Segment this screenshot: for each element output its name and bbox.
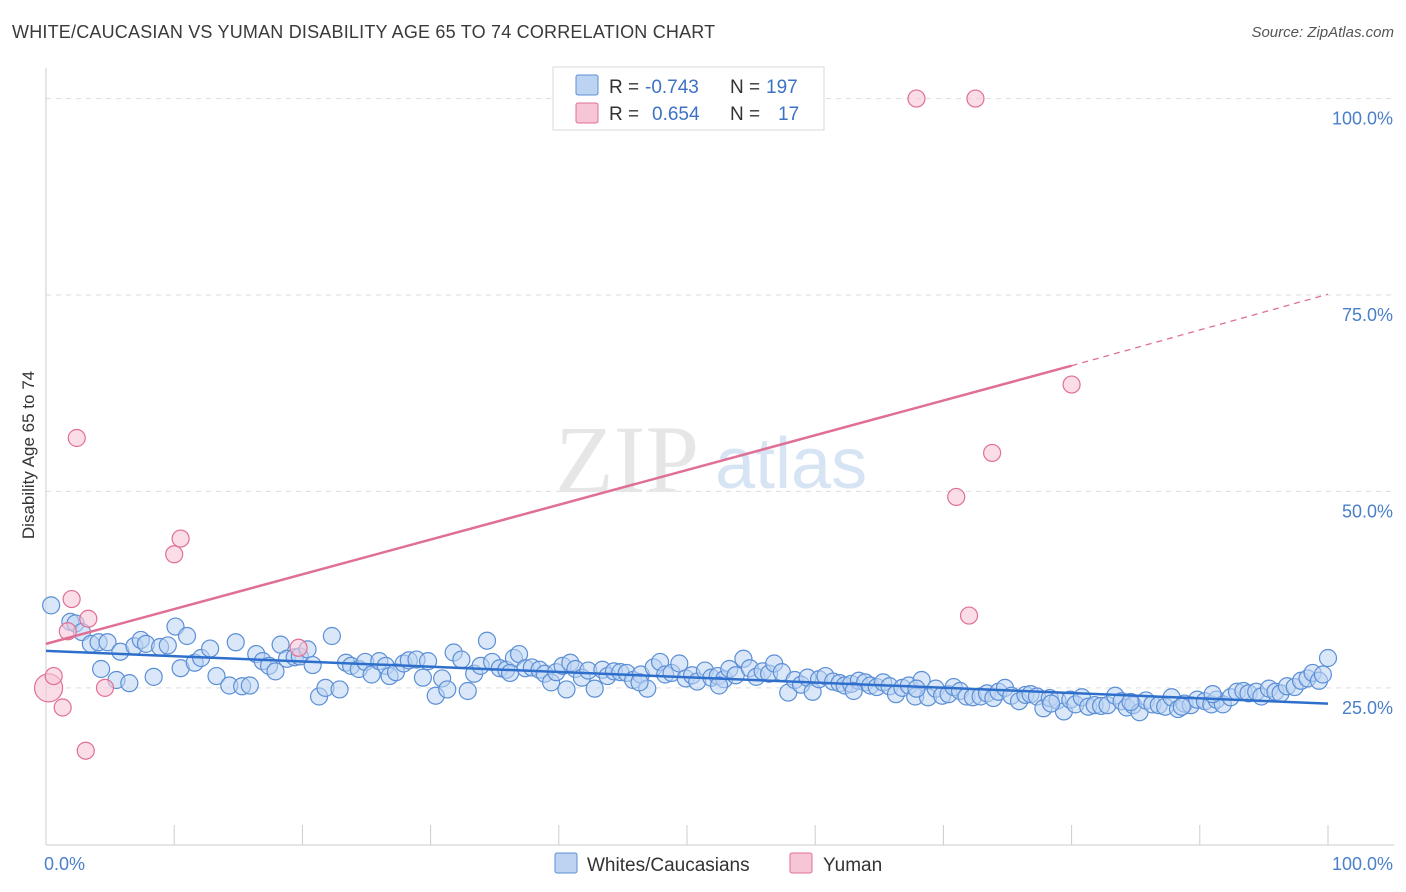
point-pink-6	[76, 741, 95, 760]
x-tick-label-1: 100.0%	[1332, 854, 1393, 874]
point-blue-60	[452, 650, 471, 669]
point-pink-1	[44, 666, 63, 686]
point-pink-5	[67, 428, 86, 448]
point-blue-27	[240, 676, 259, 695]
point-blue-64	[477, 631, 497, 650]
chart-title: WHITE/CAUCASIAN VS YUMAN DISABILITY AGE …	[12, 22, 716, 42]
point-blue-14	[144, 667, 163, 686]
point-blue-61	[458, 681, 477, 701]
point-pink-14	[983, 443, 1002, 463]
point-pink-8	[95, 678, 115, 697]
point-blue-54	[413, 668, 433, 687]
point-blue-6	[92, 659, 111, 679]
point-pink-7	[79, 609, 98, 628]
legend-r-label-1: R =	[609, 104, 639, 125]
point-blue-16	[158, 636, 177, 655]
point-blue-200	[630, 673, 649, 692]
point-pink-13	[947, 487, 966, 507]
y-tick-label-1: 50.0%	[1342, 501, 1393, 521]
point-blue-203	[1172, 697, 1191, 716]
point-blue-19	[177, 626, 197, 646]
legend-r-value-1: 0.654	[652, 104, 700, 125]
point-pink-17	[959, 606, 979, 625]
point-pink-10	[171, 529, 190, 548]
bottom-legend-label-0: Whites/Caucasians	[587, 855, 750, 876]
point-blue-196	[1318, 648, 1338, 668]
point-blue-10	[120, 674, 139, 693]
point-blue-199	[557, 680, 576, 699]
legend-r-label-0: R =	[609, 77, 639, 98]
bottom-legend: Whites/Caucasians Yuman	[554, 852, 882, 876]
point-blue-58	[438, 680, 457, 699]
point-pink-9	[165, 545, 184, 564]
point-blue-31	[266, 662, 285, 681]
grid-lines	[46, 98, 1394, 689]
y-tick-labels: 25.0% 50.0% 75.0% 100.0%	[1332, 109, 1393, 718]
legend-box: R = -0.743 N = 197 R = 0.654 N = 17	[552, 66, 825, 131]
point-blue-198	[709, 676, 729, 695]
point-blue-40	[322, 626, 341, 646]
point-pink-2	[53, 698, 72, 717]
point-blue-25	[226, 633, 245, 652]
bottom-legend-label-1: Yuman	[823, 855, 882, 876]
y-tick-label-3: 100.0%	[1332, 109, 1393, 129]
point-pink-4	[62, 589, 81, 609]
y-tick-label-0: 25.0%	[1342, 698, 1393, 718]
point-blue-0	[42, 596, 61, 615]
point-pink-12	[907, 89, 926, 108]
bottom-legend-swatch-blue	[554, 852, 578, 874]
legend-n-value-1: 17	[778, 104, 799, 125]
point-blue-22	[200, 639, 220, 658]
legend-n-value-0: 197	[766, 77, 798, 98]
trend-line-pink-extension	[1071, 293, 1329, 367]
legend-n-label-0: N =	[730, 77, 760, 98]
point-blue-195	[1313, 665, 1332, 684]
point-blue-37	[303, 655, 322, 675]
point-blue-205	[844, 681, 863, 701]
point-pink-15	[966, 89, 985, 108]
y-axis-label: Disability Age 65 to 74	[19, 371, 38, 539]
point-blue-7	[98, 633, 117, 652]
point-blue-206	[500, 663, 520, 683]
y-tick-label-2: 75.0%	[1342, 305, 1393, 325]
point-blue-81	[585, 679, 604, 698]
bottom-legend-swatch-pink	[789, 852, 813, 874]
trend-line-blue	[45, 649, 1329, 705]
legend-r-value-0: -0.743	[645, 77, 699, 98]
point-pink-11	[289, 638, 308, 657]
point-pink-16	[1062, 375, 1081, 394]
point-blue-197	[907, 679, 926, 698]
x-tick-label-0: 0.0%	[44, 854, 85, 874]
point-blue-23	[207, 666, 226, 686]
watermark: ZIP atlas	[555, 406, 867, 513]
legend-n-label-1: N =	[730, 104, 760, 125]
watermark-atlas: atlas	[715, 424, 867, 504]
source-label: Source: ZipAtlas.com	[1251, 24, 1394, 41]
x-tick-labels: 0.0% 100.0%	[44, 854, 1393, 874]
trend-lines	[45, 293, 1329, 705]
legend-swatch-blue	[575, 74, 599, 96]
trend-line-pink	[45, 364, 1072, 646]
point-blue-41	[330, 680, 349, 699]
series-yuman	[33, 89, 1081, 760]
point-blue-202	[1121, 692, 1140, 712]
legend-swatch-pink	[575, 102, 599, 124]
watermark-zip: ZIP	[555, 406, 699, 513]
point-blue-201	[1041, 694, 1061, 713]
axes	[45, 68, 1394, 846]
